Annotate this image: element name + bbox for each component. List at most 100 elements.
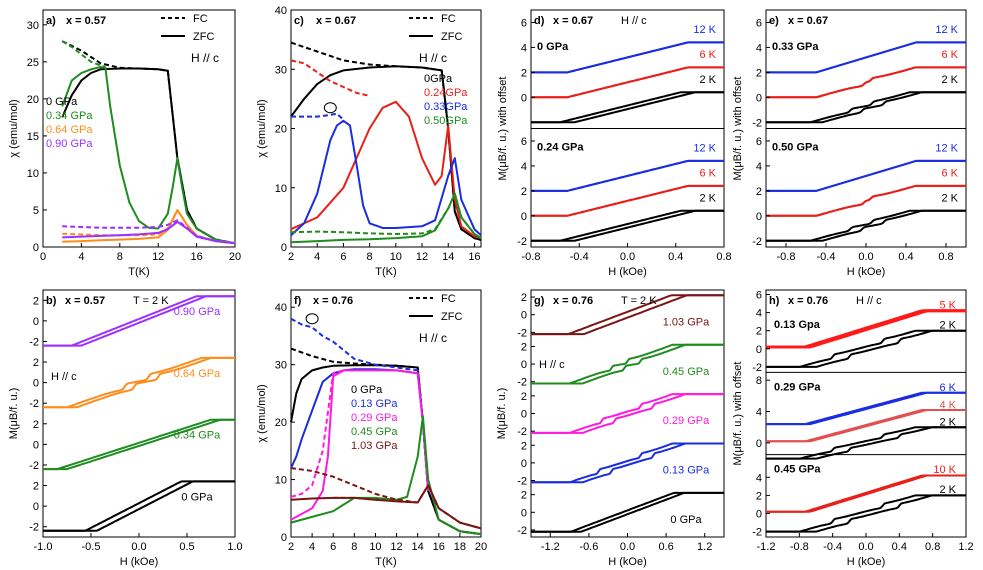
panel-letter: c)	[294, 15, 304, 27]
y-tick-label: 40	[275, 302, 287, 314]
y-tick-label: 30	[275, 64, 287, 76]
y-tick-label: -2	[517, 236, 527, 248]
y-tick-label: 20	[275, 417, 287, 429]
x-tick-label: 0.4	[892, 541, 907, 553]
hysteresis-branch-down	[766, 409, 966, 443]
temperature-label: 2 K	[941, 192, 958, 204]
temperature-label: 5 K	[939, 299, 956, 311]
x-tick-label: 0	[40, 251, 46, 263]
pressure-label: 0.45 GPa	[774, 464, 821, 476]
x-tick-label: 0.0	[620, 251, 635, 263]
hysteresis-branch-up	[766, 329, 966, 368]
y-tick-label: 4	[756, 308, 762, 320]
x-tick-label: 4	[314, 251, 320, 263]
panel-title: x = 0.67	[316, 15, 356, 27]
hysteresis-branch-down	[531, 41, 724, 74]
temperature-label: 2 K	[699, 192, 716, 204]
series-line-0.33GPa-FC	[291, 112, 345, 121]
x-tick-label: 0.8	[925, 541, 940, 553]
y-tick-label: -2	[752, 236, 762, 248]
hysteresis-branch-up	[766, 426, 966, 460]
curve-label: 1.03 GPa	[663, 316, 710, 328]
series-label: 0GPa	[424, 73, 453, 85]
temperature-label: 6 K	[941, 167, 958, 179]
series-line-0-GPa-FC	[290, 347, 482, 536]
x-axis-label: T(K)	[128, 266, 149, 278]
temperature-label: 6 K	[699, 49, 716, 61]
panel-title: x = 0.67	[553, 15, 593, 27]
hysteresis-branch-down	[766, 91, 966, 124]
x-axis-label: H (kOe)	[847, 556, 886, 568]
hysteresis-branch-down	[531, 159, 724, 192]
temperature-label: 6 K	[699, 167, 716, 179]
y-tick-label: 2	[756, 326, 762, 338]
y-tick-label: 15	[27, 131, 39, 143]
x-tick-label: 20	[229, 251, 241, 263]
temperature-label: 12 K	[693, 142, 716, 154]
y-axis-label: χ (emu/mol)	[8, 99, 20, 157]
temperature-label: 2 K	[939, 484, 956, 496]
x-tick-label: -0.4	[823, 541, 842, 553]
x-tick-label: -0.8	[777, 251, 796, 263]
hysteresis-branch-down	[43, 356, 235, 409]
hysteresis-branch-up	[43, 418, 235, 471]
y-tick-label: -2	[517, 327, 527, 339]
x-tick-label: 12	[416, 251, 428, 263]
y-tick-label: 0	[33, 439, 39, 451]
panel-title: x = 0.57	[65, 295, 105, 307]
panel-letter: b)	[46, 295, 57, 307]
pressure-label: 0 GPa	[537, 41, 569, 53]
y-tick-label: 2	[521, 186, 527, 198]
y-tick-label: 0	[521, 92, 527, 104]
x-tick-label: 8	[367, 251, 373, 263]
y-tick-label: 2	[756, 67, 762, 79]
y-tick-label: 2	[521, 440, 527, 452]
y-tick-label: 0	[756, 438, 762, 450]
series-line-1.03-GPa-ZFC	[290, 484, 482, 530]
hysteresis-branch-down	[531, 442, 724, 484]
legend-label: FC	[441, 13, 456, 25]
y-tick-label: -2	[517, 525, 527, 537]
hysteresis-branch-down	[531, 343, 724, 385]
y-tick-label: 25	[27, 57, 39, 69]
series-line-0.34-GPa-FC	[61, 40, 106, 68]
panel-subtitle: H // c	[856, 295, 882, 307]
panel-letter: e)	[769, 15, 779, 27]
temperature-label: 6 K	[941, 49, 958, 61]
y-tick-label: 0	[756, 92, 762, 104]
y-tick-label: 6	[756, 136, 762, 148]
x-tick-label: 4	[78, 251, 84, 263]
y-tick-label: 2	[756, 186, 762, 198]
pressure-label: 0.29 GPa	[774, 381, 821, 393]
y-tick-label: 0	[521, 310, 527, 322]
panel-f-frame	[290, 289, 482, 538]
hysteresis-branch-down	[766, 329, 966, 368]
series-label: 0.29 GPa	[351, 412, 398, 424]
panel-title: x = 0.76	[553, 295, 593, 307]
temperature-label: 10 K	[933, 464, 956, 476]
hysteresis-branch-down	[766, 41, 966, 74]
pressure-label: 0.24 GPa	[537, 142, 584, 154]
x-tick-label: -1.2	[541, 541, 560, 553]
x-tick-label: 16	[433, 541, 445, 553]
curve-label: 0.29 GPa	[663, 415, 710, 427]
x-tick-label: 14	[412, 541, 424, 553]
legend-label: ZFC	[193, 31, 214, 43]
x-axis-label: T(K)	[375, 266, 396, 278]
series-line-0GPa-ZFC	[290, 65, 482, 241]
x-tick-label: 20	[475, 541, 487, 553]
series-line-0.29-GPa-FC	[290, 369, 345, 498]
x-tick-label: -1.2	[757, 541, 776, 553]
hysteresis-branch-down	[531, 393, 724, 434]
pressure-label: 0.50 GPa	[772, 142, 819, 154]
y-tick-label: 20	[27, 94, 39, 106]
series-label: 0.34 GPa	[46, 110, 93, 122]
x-axis-label: H (kOe)	[120, 556, 159, 568]
highlight-circle	[305, 313, 319, 325]
series-line-0-GPa-ZFC	[61, 67, 236, 245]
hysteresis-branch-down	[766, 209, 966, 242]
x-tick-label: 18	[454, 541, 466, 553]
y-tick-label: 0	[281, 532, 287, 544]
x-tick-label: 0.4	[668, 251, 683, 263]
